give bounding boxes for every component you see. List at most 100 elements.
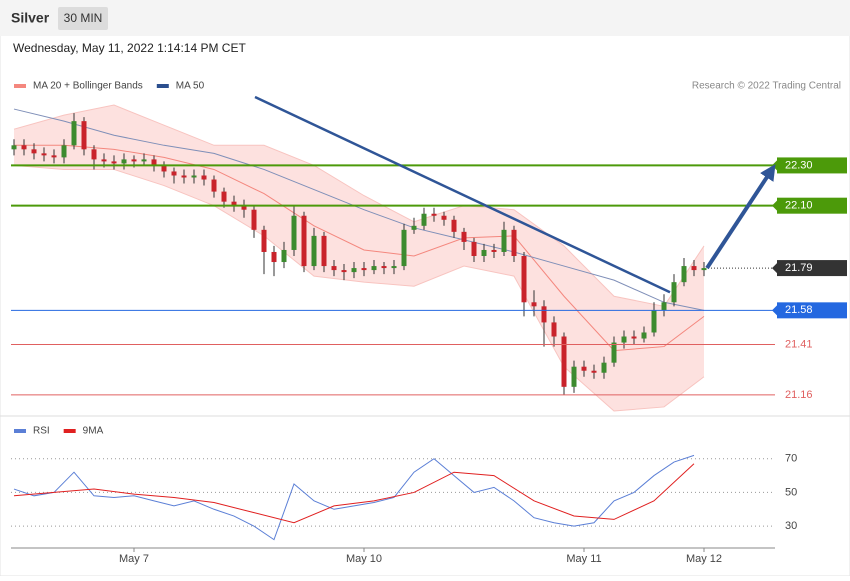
candle-body (441, 215, 447, 220)
candle-body (421, 213, 427, 226)
level-box-tip (772, 305, 777, 316)
candle-body (461, 231, 467, 242)
candle-body (21, 145, 27, 150)
level-box-tip (772, 263, 777, 274)
candle-body (501, 229, 507, 252)
level-box (777, 197, 847, 214)
candle-body (311, 235, 317, 267)
level-box (777, 260, 847, 277)
forecast-arrow (705, 164, 776, 270)
level-box (777, 157, 847, 174)
candle-body (481, 249, 487, 256)
candle-body (41, 153, 47, 156)
candle-body (191, 175, 197, 178)
candle-body (161, 165, 167, 172)
candle-body (351, 268, 357, 273)
candle-body (171, 171, 177, 176)
candle-body (601, 362, 607, 373)
header-bar (0, 0, 850, 36)
candle-body (321, 235, 327, 267)
candle-body (111, 161, 117, 164)
candle-body (541, 306, 547, 323)
level-label: 21.79 (785, 262, 813, 274)
x-tick-label: May 11 (566, 553, 601, 565)
legend-swatch (14, 84, 26, 88)
legend-swatch (14, 429, 26, 433)
candle-body (621, 336, 627, 343)
candle-body (211, 179, 217, 192)
candle-body (61, 145, 67, 158)
candle-body (661, 302, 667, 311)
legend-label: MA 20 + Bollinger Bands (33, 81, 143, 92)
candle-body (141, 159, 147, 162)
level-label: 22.30 (785, 159, 813, 171)
candle-body (181, 175, 187, 178)
candle-body (281, 249, 287, 263)
level-label: 22.10 (785, 200, 813, 212)
candle-body (551, 322, 557, 337)
candle-body (241, 205, 247, 210)
y-tick-label: 30 (785, 520, 797, 532)
credit: Research © 2022 Trading Central (692, 81, 841, 92)
level-box (777, 302, 847, 319)
candle-body (571, 366, 577, 387)
candle-body (691, 266, 697, 271)
candle-body (51, 155, 57, 158)
bollinger-band (14, 105, 704, 411)
candle-body (291, 215, 297, 250)
candle-body (391, 266, 397, 269)
candle-body (121, 159, 127, 164)
candle-body (491, 249, 497, 252)
candle-body (261, 229, 267, 252)
legend-label: MA 50 (176, 81, 205, 92)
interval-button[interactable] (58, 7, 108, 30)
level-label: 21.58 (785, 304, 813, 316)
candle-body (641, 332, 647, 339)
candle-body (471, 241, 477, 256)
plot-area (11, 104, 707, 412)
instrument: Silver (11, 10, 50, 26)
candle-body (31, 149, 37, 154)
candle-body (561, 336, 567, 387)
x-tick-label: May 7 (119, 553, 149, 565)
candle-body (341, 270, 347, 273)
candle-body (101, 159, 107, 162)
candle-body (531, 302, 537, 307)
ma20-line (14, 144, 705, 352)
candle-body (401, 229, 407, 267)
candle-body (331, 266, 337, 271)
y-tick-label: 50 (785, 486, 797, 498)
ma50-line (13, 108, 705, 311)
candle-body (231, 201, 237, 206)
candle-body (201, 175, 207, 180)
trendline (254, 95, 671, 294)
candle-body (251, 209, 257, 230)
candle-body (671, 282, 677, 303)
level-label: 21.16 (785, 389, 813, 401)
candle-body (91, 149, 97, 160)
y-tick-label: 70 (785, 453, 797, 465)
candle-body (81, 121, 87, 150)
x-tick-label: May 12 (686, 553, 722, 565)
legend-label: RSI (33, 426, 50, 437)
x-tick-label: May 10 (346, 553, 382, 565)
candle-body (511, 229, 517, 256)
legend-swatch (63, 429, 76, 433)
candle-body (701, 268, 707, 271)
rsi-line (13, 454, 695, 541)
level-box-tip (772, 200, 777, 211)
candle-body (451, 219, 457, 232)
band-lower (13, 164, 705, 412)
candle-body (631, 336, 637, 339)
interval[interactable]: 30 MIN (64, 11, 103, 25)
candle-body (371, 266, 377, 271)
candle-body (681, 266, 687, 283)
candle-body (411, 225, 417, 230)
band-upper (13, 104, 705, 307)
legend-label: 9MA (83, 426, 104, 437)
candle-body (131, 159, 137, 162)
candle-body (581, 366, 587, 371)
